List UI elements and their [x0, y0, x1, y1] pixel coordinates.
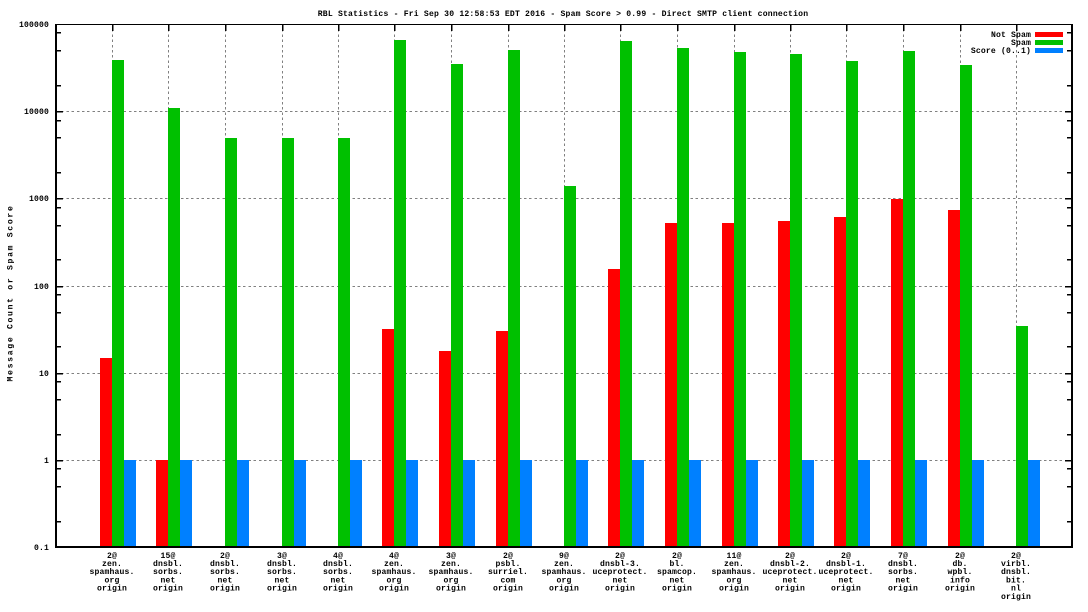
svg-text:db.: db. — [952, 560, 967, 569]
svg-text:dnsbl.: dnsbl. — [267, 560, 297, 569]
svg-text:org: org — [726, 576, 741, 585]
svg-text:2@: 2@ — [107, 552, 117, 561]
svg-text:zen.: zen. — [384, 560, 404, 569]
svg-text:net: net — [895, 576, 910, 585]
svg-text:2@: 2@ — [503, 552, 513, 561]
svg-text:net: net — [669, 576, 684, 585]
svg-text:zen.: zen. — [724, 560, 744, 569]
svg-text:dnsbl-3.: dnsbl-3. — [600, 560, 640, 569]
svg-text:10: 10 — [39, 370, 49, 379]
svg-text:dnsbl-2.: dnsbl-2. — [770, 560, 810, 569]
svg-text:net: net — [612, 576, 627, 585]
svg-text:net: net — [160, 576, 175, 585]
svg-text:origin: origin — [719, 585, 749, 594]
svg-text:spamhaus.: spamhaus. — [711, 568, 756, 577]
svg-text:7@: 7@ — [898, 552, 908, 561]
svg-text:sorbs.: sorbs. — [323, 568, 353, 577]
svg-text:sorbs.: sorbs. — [267, 568, 297, 577]
svg-text:dnsbl-1.: dnsbl-1. — [826, 560, 866, 569]
svg-text:org: org — [556, 576, 571, 585]
svg-text:origin: origin — [945, 585, 975, 594]
svg-text:zen.: zen. — [554, 560, 574, 569]
svg-text:bl.: bl. — [669, 560, 684, 569]
svg-text:Message Count or Spam Score: Message Count or Spam Score — [7, 204, 16, 381]
svg-text:dnsbl.: dnsbl. — [323, 560, 353, 569]
svg-text:net: net — [217, 576, 232, 585]
svg-text:origin: origin — [549, 585, 579, 594]
svg-text:2@: 2@ — [841, 552, 851, 561]
svg-text:dnsbl.: dnsbl. — [1001, 568, 1031, 577]
svg-text:4@: 4@ — [389, 552, 399, 561]
svg-text:virbl.: virbl. — [1001, 560, 1031, 569]
svg-text:net: net — [274, 576, 289, 585]
svg-text:origin: origin — [97, 585, 127, 594]
svg-text:bit.: bit. — [1006, 576, 1026, 585]
svg-text:origin: origin — [323, 585, 353, 594]
svg-text:spamhaus.: spamhaus. — [541, 568, 586, 577]
svg-text:org: org — [104, 576, 119, 585]
svg-text:net: net — [782, 576, 797, 585]
svg-text:zen.: zen. — [102, 560, 122, 569]
svg-text:origin: origin — [831, 585, 861, 594]
svg-text:net: net — [838, 576, 853, 585]
svg-text:100000: 100000 — [19, 21, 49, 30]
svg-text:psbl.: psbl. — [495, 560, 520, 569]
svg-text:sorbs.: sorbs. — [153, 568, 183, 577]
svg-text:origin: origin — [153, 585, 183, 594]
svg-text:wpbl.: wpbl. — [947, 568, 972, 577]
svg-text:4@: 4@ — [333, 552, 343, 561]
svg-text:dnsbl.: dnsbl. — [210, 560, 240, 569]
svg-text:100: 100 — [34, 283, 49, 292]
svg-text:origin: origin — [267, 585, 297, 594]
svg-text:dnsbl.: dnsbl. — [888, 560, 918, 569]
svg-text:2@: 2@ — [1011, 552, 1021, 561]
svg-text:org: org — [443, 576, 458, 585]
svg-text:RBL Statistics - Fri Sep 30 12: RBL Statistics - Fri Sep 30 12:58:53 EDT… — [318, 10, 809, 19]
svg-text:spamcop.: spamcop. — [657, 568, 697, 577]
svg-text:nl: nl — [1011, 585, 1021, 594]
svg-text:com: com — [500, 576, 515, 585]
svg-text:uceprotect.: uceprotect. — [592, 568, 647, 577]
svg-text:2@: 2@ — [955, 552, 965, 561]
svg-text:11@: 11@ — [726, 552, 741, 561]
svg-text:1000: 1000 — [29, 195, 49, 204]
svg-text:spamhaus.: spamhaus. — [89, 568, 134, 577]
svg-text:origin: origin — [888, 585, 918, 594]
svg-text:0.1: 0.1 — [34, 544, 49, 553]
svg-text:2@: 2@ — [220, 552, 230, 561]
svg-text:origin: origin — [493, 585, 523, 594]
svg-text:Score (0..1): Score (0..1) — [971, 47, 1031, 56]
svg-text:2@: 2@ — [615, 552, 625, 561]
svg-text:2@: 2@ — [672, 552, 682, 561]
svg-text:origin: origin — [210, 585, 240, 594]
svg-text:info: info — [950, 576, 970, 585]
svg-text:origin: origin — [662, 585, 692, 594]
svg-text:surriel.: surriel. — [488, 568, 528, 577]
svg-text:3@: 3@ — [277, 552, 287, 561]
svg-text:10000: 10000 — [24, 108, 49, 117]
svg-text:sorbs.: sorbs. — [888, 568, 918, 577]
svg-text:zen.: zen. — [441, 560, 461, 569]
svg-text:uceprotect.: uceprotect. — [762, 568, 817, 577]
svg-text:net: net — [330, 576, 345, 585]
svg-text:org: org — [386, 576, 401, 585]
svg-text:origin: origin — [379, 585, 409, 594]
svg-text:spamhaus.: spamhaus. — [371, 568, 416, 577]
svg-text:1: 1 — [44, 457, 49, 466]
svg-text:2@: 2@ — [785, 552, 795, 561]
svg-text:sorbs.: sorbs. — [210, 568, 240, 577]
svg-text:origin: origin — [775, 585, 805, 594]
svg-text:3@: 3@ — [446, 552, 456, 561]
svg-text:dnsbl.: dnsbl. — [153, 560, 183, 569]
svg-text:spamhaus.: spamhaus. — [428, 568, 473, 577]
svg-text:9@: 9@ — [559, 552, 569, 561]
svg-text:origin: origin — [1001, 593, 1031, 602]
svg-text:origin: origin — [605, 585, 635, 594]
svg-text:Spam: Spam — [1011, 39, 1031, 48]
svg-text:origin: origin — [436, 585, 466, 594]
svg-text:Not Spam: Not Spam — [991, 31, 1031, 40]
svg-text:15@: 15@ — [160, 552, 175, 561]
svg-text:uceprotect.: uceprotect. — [818, 568, 873, 577]
